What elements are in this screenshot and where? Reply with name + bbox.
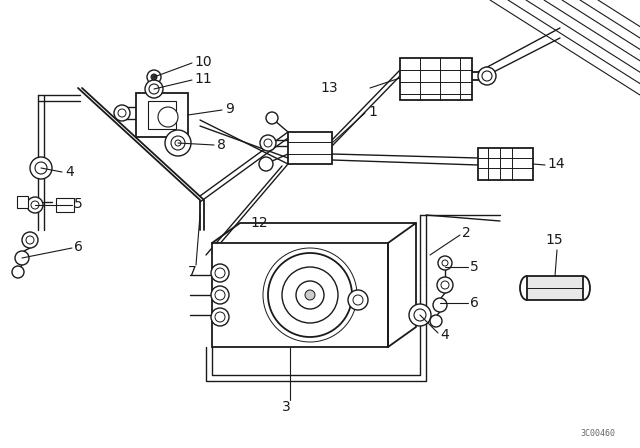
Circle shape (171, 136, 185, 150)
Circle shape (35, 162, 47, 174)
Circle shape (430, 315, 442, 327)
Circle shape (305, 290, 315, 300)
Circle shape (145, 80, 163, 98)
Circle shape (15, 251, 29, 265)
Text: 5: 5 (74, 197, 83, 211)
Bar (288, 132, 332, 164)
Circle shape (158, 107, 178, 127)
Circle shape (12, 266, 24, 278)
Circle shape (266, 112, 278, 124)
Circle shape (441, 281, 449, 289)
Text: 8: 8 (217, 138, 226, 152)
Circle shape (296, 281, 324, 309)
Circle shape (282, 267, 338, 323)
Circle shape (438, 256, 452, 270)
Circle shape (165, 130, 191, 156)
Circle shape (268, 253, 352, 337)
Circle shape (149, 84, 159, 94)
Text: 1: 1 (368, 105, 377, 119)
Text: 11: 11 (194, 72, 212, 86)
Bar (527, 276, 583, 300)
Circle shape (30, 157, 52, 179)
Bar (17, 196, 28, 208)
Circle shape (211, 308, 229, 326)
Text: 4: 4 (440, 328, 449, 342)
Circle shape (348, 290, 368, 310)
Circle shape (264, 139, 272, 147)
Bar (400, 58, 472, 100)
Text: 12: 12 (250, 216, 268, 230)
Text: 13: 13 (321, 81, 338, 95)
Circle shape (442, 260, 448, 266)
Text: 5: 5 (470, 260, 479, 274)
Text: 3: 3 (282, 400, 291, 414)
Circle shape (211, 264, 229, 282)
Circle shape (260, 135, 276, 151)
Text: 4: 4 (65, 165, 74, 179)
Circle shape (409, 304, 431, 326)
Text: 14: 14 (547, 157, 564, 171)
Bar (148, 101, 176, 129)
Circle shape (27, 197, 43, 213)
Text: 7: 7 (188, 265, 196, 279)
Bar (478, 148, 533, 180)
Circle shape (147, 70, 161, 84)
Circle shape (414, 309, 426, 321)
Circle shape (118, 109, 126, 117)
Bar (212, 243, 388, 347)
Circle shape (215, 268, 225, 278)
Circle shape (437, 277, 453, 293)
Circle shape (211, 286, 229, 304)
Text: 15: 15 (545, 233, 563, 247)
Circle shape (26, 236, 34, 244)
Circle shape (215, 290, 225, 300)
Circle shape (353, 295, 363, 305)
Circle shape (175, 140, 181, 146)
Bar (56, 198, 74, 212)
Circle shape (215, 312, 225, 322)
Text: 2: 2 (462, 226, 471, 240)
Circle shape (433, 298, 447, 312)
Circle shape (22, 232, 38, 248)
Circle shape (259, 157, 273, 171)
Circle shape (478, 67, 496, 85)
Circle shape (114, 105, 130, 121)
Circle shape (151, 74, 157, 80)
Circle shape (31, 201, 39, 209)
Text: 9: 9 (225, 102, 234, 116)
Text: 10: 10 (194, 55, 212, 69)
Circle shape (482, 71, 492, 81)
Text: 3C00460: 3C00460 (580, 429, 615, 438)
Bar (136, 93, 188, 137)
Text: 6: 6 (470, 296, 479, 310)
Text: 6: 6 (74, 240, 83, 254)
